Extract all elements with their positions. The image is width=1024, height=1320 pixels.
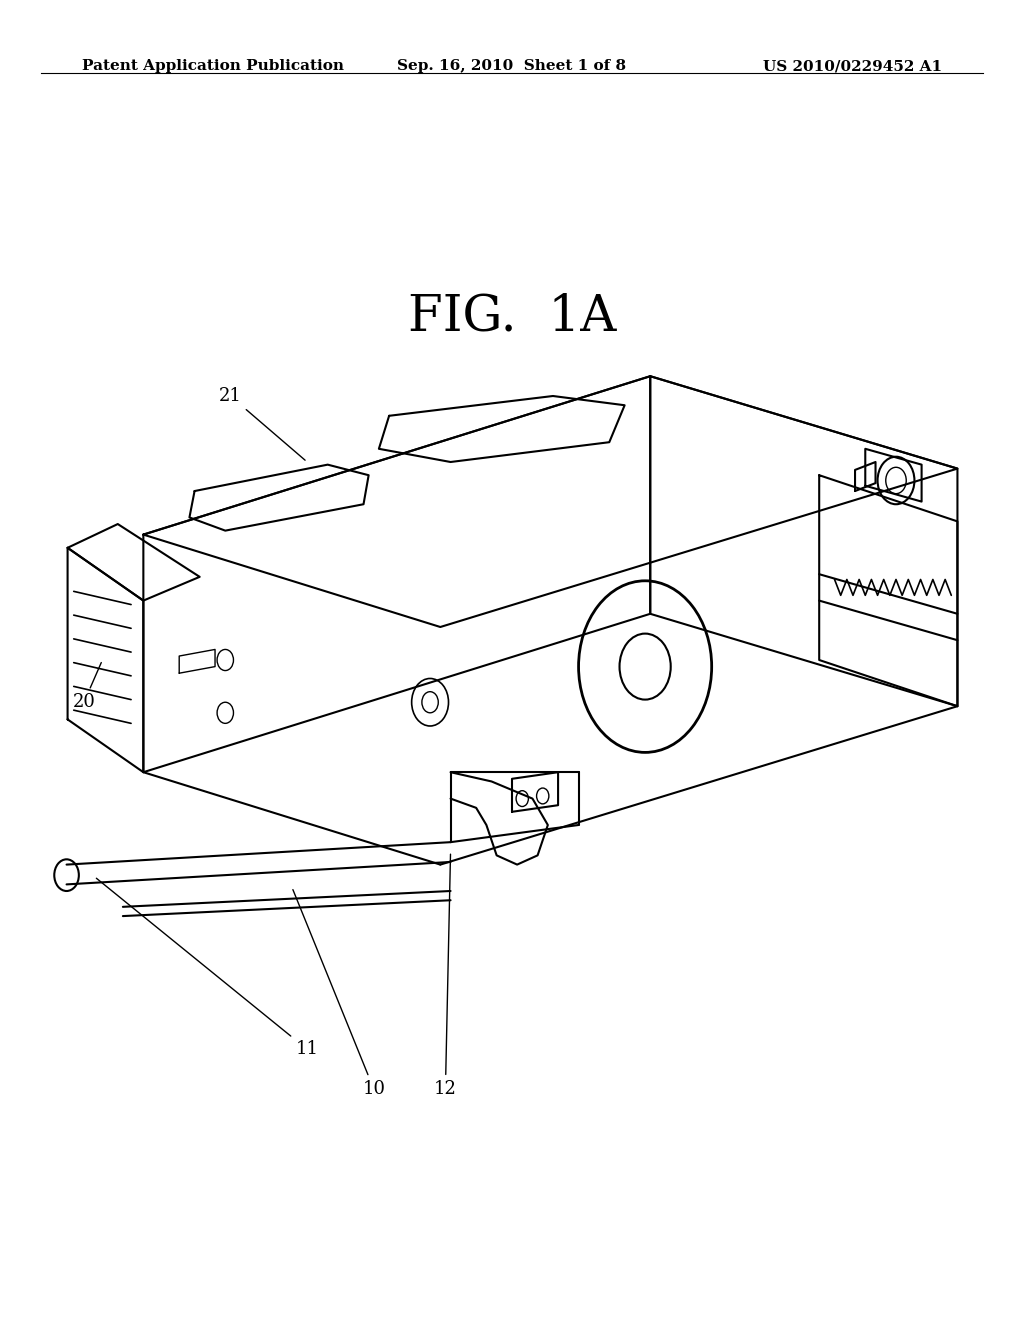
- Text: 21: 21: [219, 387, 305, 461]
- Text: 10: 10: [293, 890, 385, 1098]
- Text: Sep. 16, 2010  Sheet 1 of 8: Sep. 16, 2010 Sheet 1 of 8: [397, 59, 627, 74]
- Text: 12: 12: [434, 854, 457, 1098]
- Text: US 2010/0229452 A1: US 2010/0229452 A1: [763, 59, 942, 74]
- Text: 20: 20: [73, 663, 101, 711]
- Text: 11: 11: [96, 878, 318, 1059]
- Text: Patent Application Publication: Patent Application Publication: [82, 59, 344, 74]
- Text: FIG.  1A: FIG. 1A: [408, 292, 616, 342]
